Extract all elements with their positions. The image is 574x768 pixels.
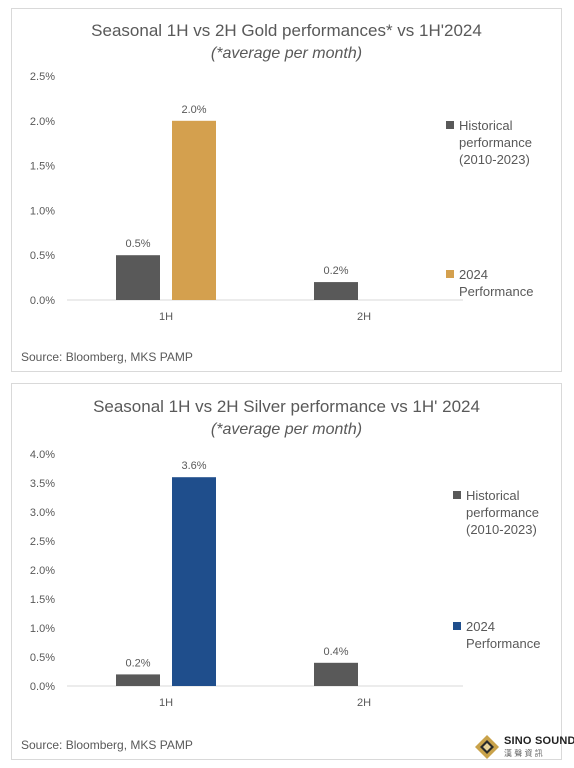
y-tick-label: 1.5%	[30, 594, 55, 606]
legend-swatch-historical	[446, 121, 454, 129]
sino-sound-logo: SINO SOUND 漢 聲 資 訊	[474, 734, 574, 764]
logo-sub-text: 漢 聲 資 訊	[504, 749, 543, 758]
data-label: 0.2%	[125, 657, 150, 669]
y-tick-label: 0.0%	[30, 681, 55, 693]
bar-1h-series-1	[172, 120, 216, 300]
x-tick-label: 1H	[159, 697, 173, 709]
logo-brand-text: SINO SOUND	[504, 735, 574, 747]
y-tick-label: 0.5%	[30, 652, 55, 664]
sino-sound-logo-icon	[475, 735, 499, 759]
silver-chart-panel: Seasonal 1H vs 2H Silver performance vs …	[11, 383, 562, 760]
data-label: 3.6%	[181, 460, 206, 472]
gold-legend-2024: 2024 Performance	[446, 266, 533, 300]
data-label: 0.4%	[323, 646, 348, 658]
y-tick-label: 1.0%	[30, 205, 55, 217]
bar-1h-series-0	[116, 255, 160, 300]
gold-chart-panel: Seasonal 1H vs 2H Gold performances* vs …	[11, 8, 562, 372]
y-tick-label: 3.5%	[30, 478, 55, 490]
gold-bar-chart: 0.0% 0.5% 1.0% 1.5% 2.0% 2.5% 0.5% 2.0% 1H 0.2% 2H	[30, 71, 463, 323]
silver-legend-historical: Historical performance (2010-2023)	[453, 487, 539, 538]
gold-chart-title: Seasonal 1H vs 2H Gold performances* vs …	[91, 21, 482, 40]
bar-2h-series-0	[314, 662, 358, 686]
y-tick-label: 2.5%	[30, 536, 55, 548]
data-label: 0.5%	[125, 238, 150, 250]
data-label: 0.2%	[323, 265, 348, 277]
y-tick-label: 1.0%	[30, 623, 55, 635]
y-tick-label: 0.0%	[30, 295, 55, 307]
y-tick-label: 2.0%	[30, 565, 55, 577]
silver-source-note: Source: Bloomberg, MKS PAMP	[21, 738, 193, 752]
legend-swatch-2024-gold	[446, 270, 454, 278]
gold-chart-subtitle: (*average per month)	[210, 45, 363, 62]
silver-bar-chart: 0.0% 0.5% 1.0% 1.5% 2.0% 2.5% 3.0% 3.5% 4.0% 0.2%…	[30, 449, 463, 709]
bar-1h-series-1	[172, 477, 216, 686]
y-tick-label: 2.5%	[30, 71, 55, 83]
legend-swatch-historical	[453, 491, 461, 499]
legend-swatch-2024-silver	[453, 622, 461, 630]
x-tick-label: 1H	[159, 311, 173, 323]
y-tick-label: 1.5%	[30, 161, 55, 173]
bar-2h-series-0	[314, 282, 358, 300]
y-tick-label: 2.0%	[30, 116, 55, 128]
silver-chart-title: Seasonal 1H vs 2H Silver performance vs …	[93, 397, 480, 416]
gold-source-note: Source: Bloomberg, MKS PAMP	[21, 350, 193, 364]
y-tick-label: 0.5%	[30, 250, 55, 262]
gold-legend-historical: Historical performance (2010-2023)	[446, 117, 532, 168]
y-tick-label: 4.0%	[30, 449, 55, 461]
silver-chart-subtitle: (*average per month)	[210, 421, 363, 438]
data-label: 2.0%	[181, 104, 206, 116]
silver-legend-2024: 2024 Performance	[453, 618, 540, 652]
x-tick-label: 2H	[357, 311, 371, 323]
x-tick-label: 2H	[357, 697, 371, 709]
bar-1h-series-0	[116, 674, 160, 686]
y-tick-label: 3.0%	[30, 507, 55, 519]
